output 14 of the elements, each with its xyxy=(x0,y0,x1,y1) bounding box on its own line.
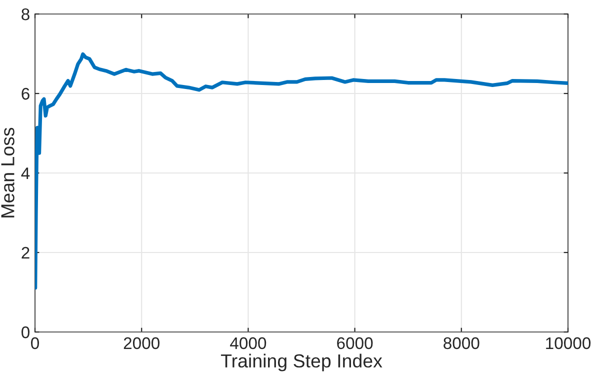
y-tick-label: 2 xyxy=(22,246,30,259)
x-tick-label: 8000 xyxy=(444,337,480,350)
x-tick-label: 6000 xyxy=(337,337,373,350)
y-tick-label: 8 xyxy=(22,8,30,20)
line-series xyxy=(35,52,568,290)
y-tick-label: 0 xyxy=(22,326,30,338)
x-tick-label: 10000 xyxy=(546,337,591,350)
y-axis-title: Mean Loss xyxy=(1,128,14,218)
x-tick-label: 4000 xyxy=(230,337,266,350)
y-tick-label: 4 xyxy=(21,168,30,180)
x-axis-title: Training Step Index xyxy=(220,354,382,372)
x-tick-label: 0 xyxy=(31,337,39,350)
x-tick-label: 2000 xyxy=(124,337,160,350)
y-tick-label: 6 xyxy=(22,88,30,100)
